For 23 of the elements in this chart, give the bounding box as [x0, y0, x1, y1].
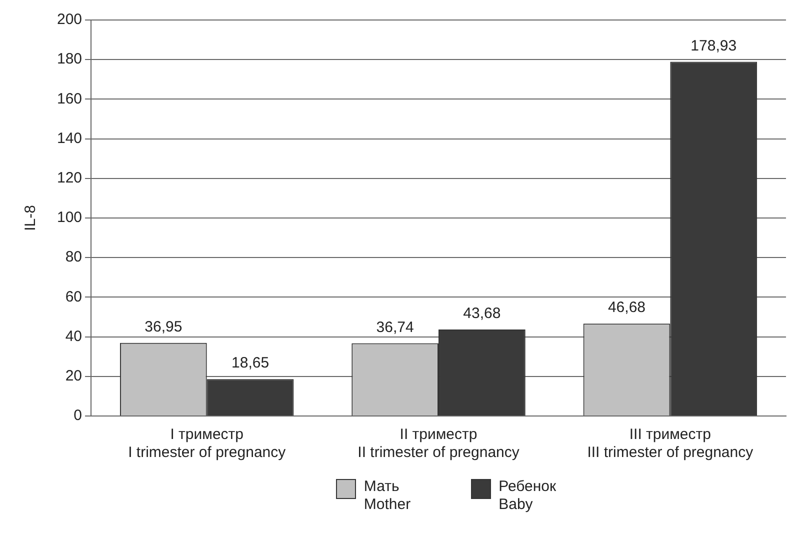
y-tick-label: 160 [56, 90, 82, 108]
x-tick-label: I триместр I trimester of pregnancy [128, 426, 286, 462]
data-label: 18,65 [232, 354, 270, 372]
data-label: 178,93 [690, 37, 737, 54]
y-tick-label: 180 [56, 50, 82, 68]
data-label: 46,68 [608, 299, 646, 316]
y-tick-label: 40 [65, 328, 82, 345]
y-tick-label: 60 [65, 288, 82, 306]
y-tick-label: 100 [56, 209, 82, 226]
legend-label: Ребенок Baby [498, 478, 556, 514]
y-tick-label: 0 [74, 407, 82, 424]
y-axis-title: IL-8 [22, 205, 40, 231]
data-label: 43,68 [463, 305, 501, 322]
data-label: 36,95 [144, 318, 182, 336]
x-tick-label: II триместр II trimester of pregnancy [358, 426, 520, 462]
y-tick-label: 120 [56, 170, 82, 187]
data-label: 36,74 [376, 318, 414, 336]
y-tick-label: 80 [65, 248, 82, 266]
y-tick-label: 200 [56, 11, 82, 28]
x-tick-label: III триместр III trimester of pregnancy [587, 426, 754, 462]
y-tick-label: 140 [56, 130, 82, 147]
legend-label: Мать Mother [364, 478, 411, 514]
y-tick-label: 20 [65, 368, 82, 385]
